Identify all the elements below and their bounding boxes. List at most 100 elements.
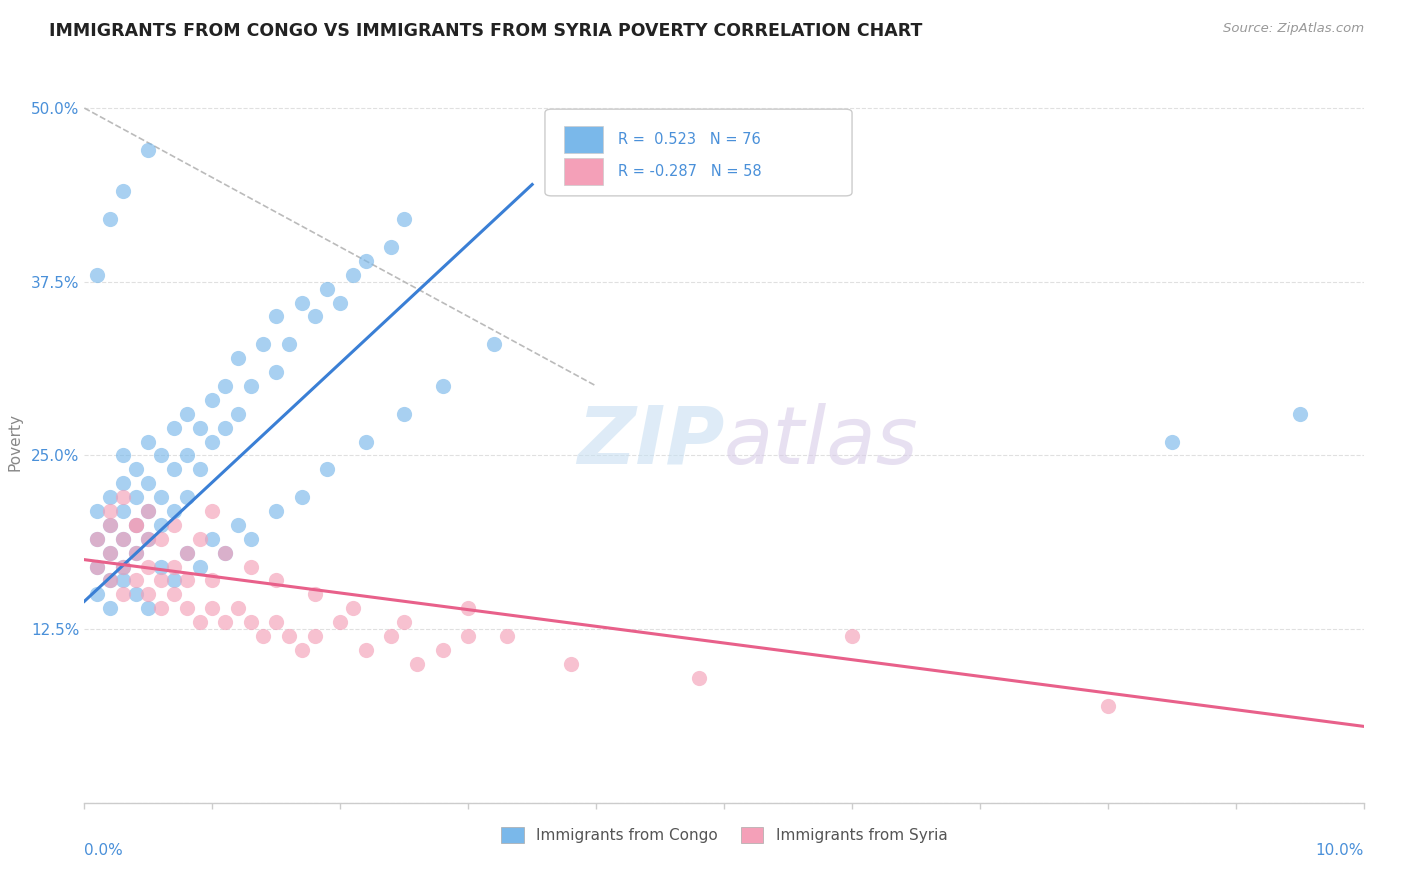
Point xyxy=(380,240,402,254)
Point xyxy=(457,601,479,615)
Point xyxy=(457,629,479,643)
Point xyxy=(342,268,364,282)
Point xyxy=(264,365,288,379)
Point xyxy=(1097,698,1119,713)
Point xyxy=(124,546,146,560)
FancyBboxPatch shape xyxy=(564,126,603,153)
Point xyxy=(291,295,314,310)
Point xyxy=(150,574,173,588)
Point xyxy=(86,532,108,546)
Point xyxy=(264,615,288,630)
Point xyxy=(226,351,249,366)
Point xyxy=(111,532,134,546)
Point xyxy=(342,601,364,615)
Point xyxy=(138,601,160,615)
Point xyxy=(264,574,288,588)
Point xyxy=(201,434,224,449)
Point xyxy=(188,462,211,476)
Point xyxy=(329,295,352,310)
Point xyxy=(394,615,416,630)
Point xyxy=(252,629,274,643)
Point xyxy=(86,532,108,546)
Point xyxy=(86,268,108,282)
Point xyxy=(98,212,121,227)
Point xyxy=(226,407,249,421)
Point xyxy=(226,601,249,615)
Point xyxy=(329,615,352,630)
Point xyxy=(239,379,262,393)
Point xyxy=(124,517,146,532)
Point xyxy=(124,517,146,532)
FancyBboxPatch shape xyxy=(564,158,603,185)
Text: IMMIGRANTS FROM CONGO VS IMMIGRANTS FROM SYRIA POVERTY CORRELATION CHART: IMMIGRANTS FROM CONGO VS IMMIGRANTS FROM… xyxy=(49,22,922,40)
Point xyxy=(354,643,377,657)
Point xyxy=(239,559,262,574)
Point xyxy=(1288,407,1310,421)
Point xyxy=(150,532,173,546)
Point xyxy=(150,449,173,463)
Point xyxy=(278,337,301,351)
Point xyxy=(176,546,198,560)
Point xyxy=(86,559,108,574)
Legend: Immigrants from Congo, Immigrants from Syria: Immigrants from Congo, Immigrants from S… xyxy=(495,822,953,849)
Point xyxy=(380,629,402,643)
Point xyxy=(138,559,160,574)
Point xyxy=(560,657,582,671)
Text: 0.0%: 0.0% xyxy=(84,843,124,857)
Point xyxy=(201,532,224,546)
Point xyxy=(98,601,121,615)
Point xyxy=(176,490,198,504)
Point xyxy=(138,504,160,518)
Point xyxy=(354,434,377,449)
Point xyxy=(111,490,134,504)
Point xyxy=(111,559,134,574)
Text: atlas: atlas xyxy=(724,402,920,481)
Point xyxy=(163,462,186,476)
Point xyxy=(188,532,211,546)
Point xyxy=(163,517,186,532)
Point xyxy=(406,657,429,671)
Point xyxy=(188,420,211,434)
Point xyxy=(150,601,173,615)
Point xyxy=(98,574,121,588)
Point xyxy=(394,212,416,227)
Text: Source: ZipAtlas.com: Source: ZipAtlas.com xyxy=(1223,22,1364,36)
Text: ZIP: ZIP xyxy=(576,402,724,481)
Point xyxy=(841,629,863,643)
Point xyxy=(111,185,134,199)
Point xyxy=(214,615,236,630)
Text: 10.0%: 10.0% xyxy=(1316,843,1364,857)
Point xyxy=(163,420,186,434)
Point xyxy=(138,434,160,449)
Point xyxy=(138,532,160,546)
Point xyxy=(354,253,377,268)
FancyBboxPatch shape xyxy=(546,109,852,196)
Point xyxy=(495,629,517,643)
Point xyxy=(291,643,314,657)
Point xyxy=(176,449,198,463)
Point xyxy=(176,546,198,560)
Point xyxy=(98,517,121,532)
Point xyxy=(278,629,301,643)
Point xyxy=(214,379,236,393)
Point xyxy=(86,587,108,601)
Point xyxy=(163,574,186,588)
Text: R = -0.287   N = 58: R = -0.287 N = 58 xyxy=(617,164,762,178)
Point xyxy=(124,587,146,601)
Point xyxy=(304,587,326,601)
Point xyxy=(432,643,454,657)
Point xyxy=(163,504,186,518)
Point xyxy=(150,490,173,504)
Point xyxy=(138,504,160,518)
Point xyxy=(214,420,236,434)
Point xyxy=(432,379,454,393)
Point xyxy=(111,449,134,463)
Point xyxy=(98,504,121,518)
Point xyxy=(176,574,198,588)
Point xyxy=(304,310,326,324)
Point xyxy=(86,559,108,574)
Point xyxy=(150,559,173,574)
Point xyxy=(188,615,211,630)
Point xyxy=(688,671,710,685)
Point xyxy=(239,615,262,630)
